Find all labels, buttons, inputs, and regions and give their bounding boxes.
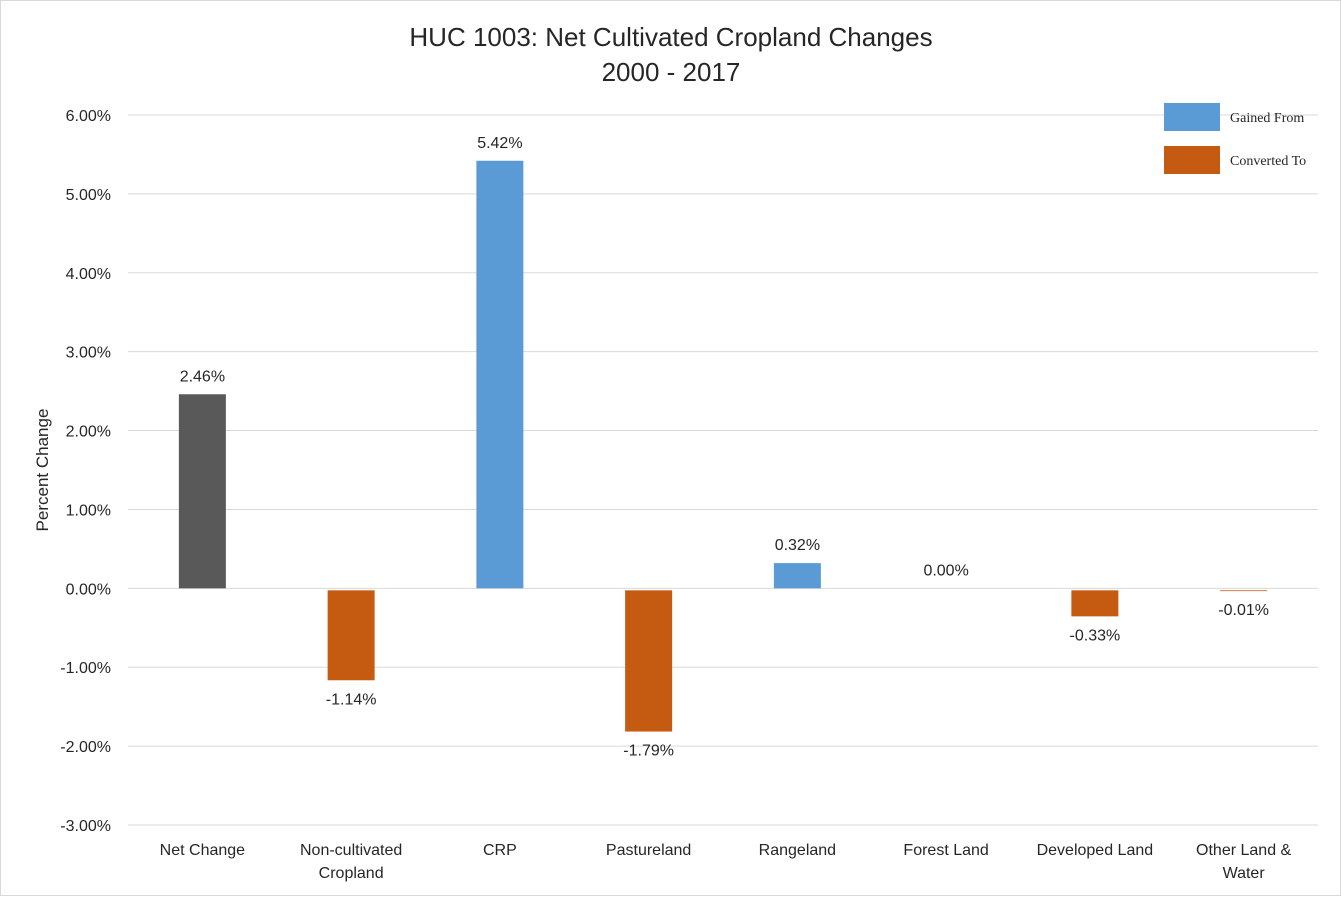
bar: [327, 590, 375, 681]
legend-label: Gained From: [1230, 111, 1304, 126]
legend-swatch: [1164, 103, 1220, 131]
y-tick-label: 1.00%: [66, 502, 111, 519]
x-category-label: Rangeland: [759, 842, 836, 859]
bar: [476, 160, 524, 589]
data-label: 0.00%: [923, 562, 968, 579]
data-label: 5.42%: [477, 135, 522, 152]
chart-title: HUC 1003: Net Cultivated Cropland Change…: [409, 22, 932, 52]
y-tick-label: -1.00%: [60, 660, 111, 677]
y-tick-label: 4.00%: [66, 266, 111, 283]
y-axis-label: Percent Change: [33, 409, 52, 532]
data-label: -1.14%: [326, 691, 377, 708]
x-category-label: CRP: [483, 842, 517, 859]
x-category-label: Cropland: [319, 865, 384, 882]
legend-label: Converted To: [1230, 154, 1306, 169]
bar: [178, 394, 226, 589]
data-label: 2.46%: [180, 368, 225, 385]
x-category-label: Other Land &: [1196, 842, 1292, 859]
y-tick-label: -3.00%: [60, 818, 111, 835]
bar: [1071, 590, 1119, 617]
data-label: -0.01%: [1218, 602, 1269, 619]
y-tick-label: 5.00%: [66, 187, 111, 204]
data-label: 0.32%: [775, 537, 820, 554]
x-category-label: Pastureland: [606, 842, 691, 859]
x-category-label: Developed Land: [1037, 842, 1154, 859]
legend-swatch: [1164, 146, 1220, 174]
bar: [625, 590, 673, 732]
x-category-label: Water: [1223, 865, 1266, 882]
bar: [773, 563, 821, 589]
y-tick-label: 2.00%: [66, 424, 111, 441]
data-label: -0.33%: [1070, 627, 1121, 644]
x-category-label: Forest Land: [903, 842, 988, 859]
y-tick-label: 0.00%: [66, 581, 111, 598]
data-label: -1.79%: [623, 743, 674, 760]
chart-subtitle: 2000 - 2017: [602, 57, 741, 87]
bar: [1220, 590, 1268, 592]
y-tick-label: 3.00%: [66, 345, 111, 362]
y-tick-label: -2.00%: [60, 739, 111, 756]
x-category-label: Non-cultivated: [300, 842, 402, 859]
x-category-label: Net Change: [160, 842, 245, 859]
y-tick-label: 6.00%: [66, 108, 111, 125]
